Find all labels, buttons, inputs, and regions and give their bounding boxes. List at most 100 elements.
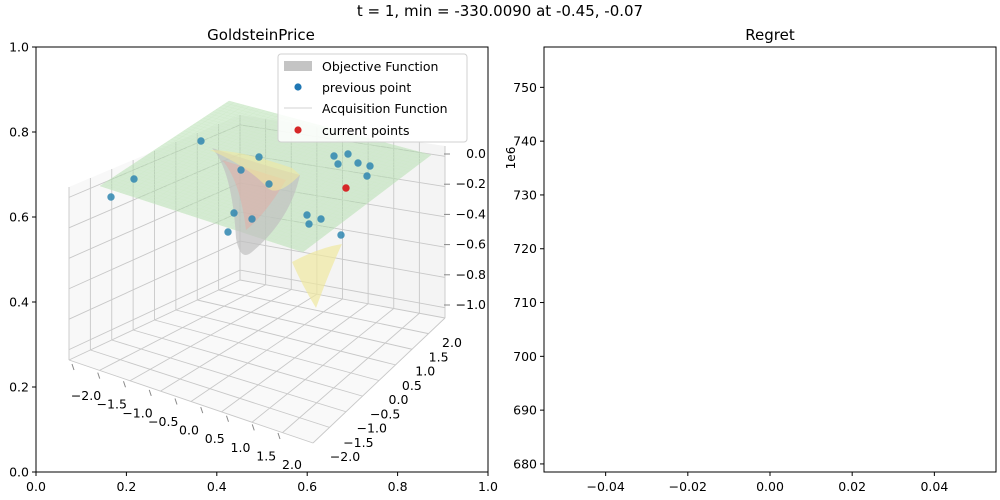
floor-grid-line [197,299,413,350]
previous-point [305,220,313,228]
regret-x-tick-label: 0.04 [920,479,948,494]
left-x-tick-label: 0.4 [207,479,227,494]
regret-x-tick-label: 0.02 [838,479,866,494]
floor-grid-line [221,303,369,413]
figure-suptitle: t = 1, min = -330.0090 at -0.45, -0.07 [357,2,643,20]
z3d-tick-label: 0.0 [466,146,486,161]
x3d-tick-label: 2.0 [282,457,302,472]
current-point [342,184,350,192]
x3d-tick-mark [226,415,229,422]
previous-point [363,172,371,180]
x3d-tick-mark [97,372,101,379]
left-x-tick-label: 0.0 [26,479,46,494]
acquisition-mesh-line [206,115,409,173]
floor-grid-line [251,308,395,423]
y3d-tick-label: −1.0 [357,421,387,436]
acquisition-mesh-line [297,153,427,251]
y3d-tick-label: 0.5 [402,378,422,393]
previous-point [354,159,362,167]
acquisition-mesh-line [287,150,417,248]
previous-point [366,162,374,170]
previous-point [303,211,311,219]
regret-y-tick-label: 700 [513,349,537,364]
right-axes-frame [543,46,997,473]
x3d-tick-mark [148,389,152,397]
regret-y-tick-label: 680 [513,456,537,471]
legend-acquisition-function-label: Acquisition Function [322,101,448,116]
floor-grid-line [282,312,420,433]
acquisition-mesh-line [277,148,406,244]
acquisition-mesh-line [183,130,387,190]
floor-grid-line [218,289,429,335]
previous-point [334,160,342,168]
x3d-tick-mark [251,424,255,431]
legend-current-points-label: current points [322,123,409,138]
x3d-tick-mark [174,398,178,405]
left-y-tick-label: 0.8 [9,125,29,140]
left-x-tick-label: 0.2 [116,479,136,494]
legend-frame [277,53,468,143]
regret-y-tick-label: 750 [513,80,537,95]
acquisition-mesh-line [302,154,432,253]
previous-point [337,231,345,239]
regret-y-tick-label: 740 [513,134,537,149]
z3d-tick-label: −0.8 [456,267,486,282]
previous-point [107,193,115,201]
x3d-tick-mark [277,432,281,440]
acquisition-mesh-line [267,145,396,241]
valley-sheet [210,150,300,191]
regret-x-tick-label: −0.02 [669,479,707,494]
left-y-tick-label: 0.4 [9,295,29,310]
z3d-tick-label: −1.0 [456,297,486,312]
floor-pane [69,280,445,443]
previous-point [237,166,245,174]
z3d-tick-label: −0.2 [456,176,486,191]
3d-points [107,137,374,239]
acquisition-mesh-line [190,126,393,185]
left-x-tick-label: 1.0 [478,479,498,494]
wall-z-grid-line [68,269,446,351]
left-subplot-title: GoldsteinPrice [207,26,315,44]
left-axes-frame [35,46,489,473]
acquisition-mesh-line [292,152,422,249]
legend-objective-function-patch [284,61,312,71]
floor-grid-line [154,319,380,381]
previous-point [344,150,352,158]
left-x-tick-label: 0.6 [297,479,317,494]
previous-point [317,215,325,223]
regret-y-tick-label: 720 [513,241,537,256]
regret-offset-label: 1e6 [504,147,518,170]
regret-x-ticks: −0.04 −0.02 0.00 0.02 0.04 [586,472,948,494]
left-y-tick-label: 1.0 [9,40,29,55]
valley-drop [292,244,342,308]
x3d-tick-mark [71,363,75,371]
left-y-tick-label: 0.2 [9,380,29,395]
3d-axis-ticks: −2.0−1.5−1.0−0.50.00.51.01.52.0−2.0−1.5−… [71,146,486,472]
x3d-tick-label: −1.5 [97,397,127,412]
x3d-tick-mark [123,381,126,388]
x3d-tick-label: 0.0 [179,423,199,438]
z3d-tick-label: −0.4 [456,206,486,221]
x3d-tick-label: −1.0 [122,405,152,420]
regret-subplot: Regret 1e6 −0.04 −0.02 0.00 0.02 0.04 680 690… [504,26,997,494]
previous-point [265,180,273,188]
acquisition-mesh-line [196,122,400,180]
previous-point [248,215,256,223]
floor-grid-line [312,317,446,444]
acquisition-mesh-line [187,128,390,187]
regret-x-tick-label: 0.00 [756,479,784,494]
legend-previous-point-marker [294,83,302,91]
x3d-tick-label: 1.0 [231,440,251,455]
acquisition-mesh-line [272,146,401,243]
y3d-tick-label: 1.5 [429,349,449,364]
legend-objective-function-label: Objective Function [322,59,438,74]
y3d-tick-label: 0.0 [389,392,409,407]
z3d-tick-label: −0.6 [456,237,486,252]
x3d-tick-mark [200,406,204,414]
left-y-tick-label: 0.6 [9,210,29,225]
wall-z-grid-line [68,124,446,198]
legend: Objective Function previous point Acquis… [277,53,468,143]
acquisition-mesh-line [282,149,411,246]
floor-grid-line [175,309,396,366]
